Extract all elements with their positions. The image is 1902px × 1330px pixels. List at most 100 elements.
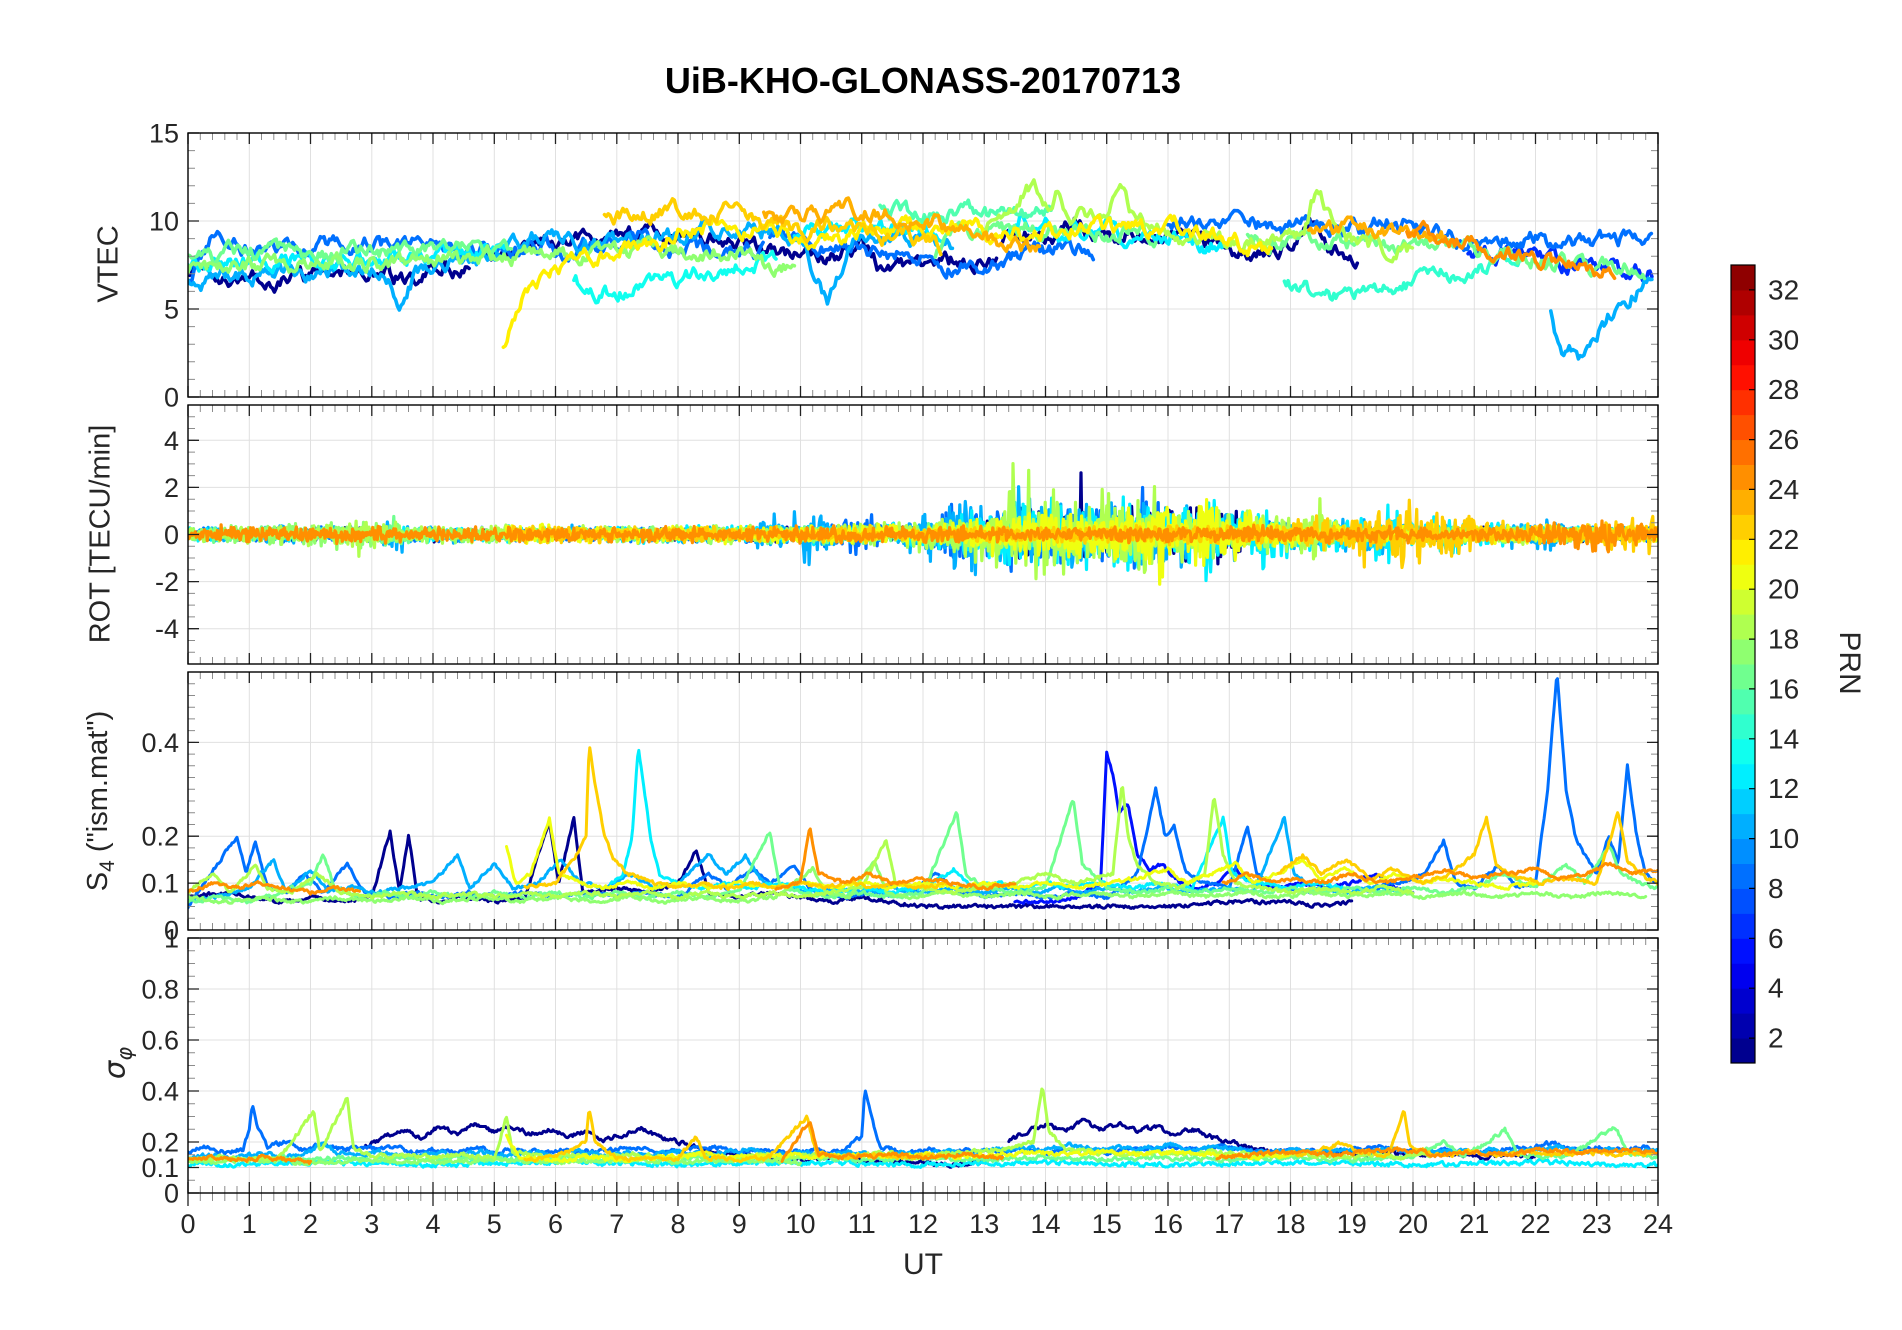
colorbar-band [1731, 988, 1755, 1014]
grid-lines [188, 938, 1658, 1193]
minor-ticks [188, 937, 1658, 1201]
panel-sigma: 00.10.2 0.4 0.6 0.8 1 [141, 924, 1659, 1209]
series-group-sigma [188, 1087, 1658, 1169]
series-prn-16 [188, 237, 514, 266]
colorbar-band [1731, 913, 1755, 939]
colorbar-tick-label: 10 [1768, 823, 1799, 854]
colorbar-tick-label: 16 [1768, 673, 1799, 704]
ytick-label-rot: 4 [164, 426, 179, 456]
xtick-label: 6 [548, 1209, 563, 1239]
series-prn-18 [188, 1087, 1433, 1163]
colorbar-tick-label: 20 [1768, 574, 1799, 605]
ytick-label-sigma: 1 [164, 924, 179, 954]
colorbar-band [1731, 489, 1755, 515]
xtick-label: 8 [670, 1209, 685, 1239]
ytick-label-sigma: 0.2 [141, 1128, 179, 1158]
series-prn-22 [602, 197, 943, 257]
series-prn-24 [188, 880, 361, 896]
colorbar-tick-label: 18 [1768, 624, 1799, 655]
xtick-label: 9 [732, 1209, 747, 1239]
colorbar-band [1731, 539, 1755, 565]
ytick-label-rot: -4 [155, 614, 179, 644]
ylabel-vtec: VTEC [92, 225, 125, 303]
series-prn-22 [523, 746, 949, 891]
colorbar-band [1731, 688, 1755, 715]
axes-box [187, 132, 1659, 398]
colorbar-band [1731, 564, 1755, 590]
series-prn-24 [1215, 1146, 1658, 1161]
xtick-label: 1 [242, 1209, 257, 1239]
series-prn-16 [1245, 229, 1647, 281]
minor-ticks [188, 404, 1658, 665]
series-prn-8 [768, 227, 1096, 280]
colorbar-tick-label: 2 [1768, 1023, 1784, 1054]
colorbar-band [1731, 364, 1755, 391]
colorbar-label-prn: PRN [1833, 631, 1866, 695]
sigma-label-base: σ [97, 1060, 132, 1080]
series-prn-23 [1307, 215, 1451, 245]
xtick-label: 13 [969, 1209, 999, 1239]
s4-label-rest: ("ism.mat") [82, 710, 115, 861]
xtick-label: 3 [364, 1209, 379, 1239]
series-prn-24 [1221, 861, 1658, 885]
colorbar-band [1731, 464, 1755, 490]
series-prn-14 [1282, 250, 1526, 302]
xlabel-ut: UT [903, 1248, 943, 1281]
s4-label-base: S [82, 871, 115, 892]
xtick-label: 7 [609, 1209, 624, 1239]
ytick-label-vtec: 10 [149, 207, 179, 237]
series-prn-17 [188, 235, 797, 278]
s4-label-sub: 4 [95, 860, 119, 872]
x-axis-labels: 0 1 2 3 4 5 6 7 8 9 10 11 12 13 14 15 16 17 18 19 20 21 22 23 24 [180, 1209, 1673, 1239]
series-prn-24 [1405, 219, 1617, 280]
colorbar-band [1731, 738, 1755, 765]
axes-box [187, 671, 1659, 931]
xtick-label: 0 [180, 1209, 195, 1239]
ytick-label-sigma: 0.4 [141, 1077, 179, 1107]
xtick-label: 21 [1459, 1209, 1489, 1239]
colorbar-tick-label: 32 [1768, 274, 1799, 305]
colorbar-band [1731, 838, 1755, 864]
series-prn-16 [188, 800, 1658, 905]
colorbar-band [1731, 339, 1755, 366]
series-prn-10 [188, 215, 955, 312]
xtick-label: 16 [1153, 1209, 1183, 1239]
ylabel-sigma-phi: σφ [98, 1047, 137, 1079]
colorbar-band [1731, 265, 1755, 291]
colorbar-band [1731, 589, 1755, 615]
xtick-label: 4 [425, 1209, 440, 1239]
ytick-label-s4: 0.4 [141, 728, 179, 758]
xtick-label: 14 [1030, 1209, 1060, 1239]
xtick-label: 24 [1643, 1209, 1673, 1239]
xtick-label: 19 [1337, 1209, 1367, 1239]
xtick-label: 10 [785, 1209, 815, 1239]
panel-s4: 0 0.1 0.2 0.4 [141, 671, 1659, 946]
colorbar-band [1731, 439, 1755, 465]
xtick-label: 23 [1582, 1209, 1612, 1239]
colorbar-band [1731, 514, 1755, 540]
xtick-label: 15 [1092, 1209, 1122, 1239]
ytick-label-sigma: 0 [164, 1179, 179, 1209]
series-prn-22 [511, 498, 1658, 570]
colorbar-tick-label: 24 [1768, 474, 1799, 505]
colorbar-band [1731, 938, 1755, 964]
series-group-vtec [188, 178, 1654, 361]
colorbar-band [1731, 314, 1755, 341]
ytick-label-vtec: 0 [164, 383, 179, 413]
colorbar-band [1731, 639, 1755, 665]
series-group-s4 [188, 677, 1658, 910]
colorbar-band [1731, 713, 1755, 740]
colorbar-band [1731, 414, 1755, 441]
ytick-label-rot: 0 [164, 520, 179, 550]
series-group-rot [188, 462, 1658, 586]
xtick-label: 18 [1275, 1209, 1305, 1239]
colorbar-band [1731, 389, 1755, 416]
colorbar-band [1731, 289, 1755, 316]
panel-vtec: 0 5 10 15 [149, 119, 1659, 413]
ytick-label-sigma: 0.8 [141, 975, 179, 1005]
ytick-label-rot: 2 [164, 473, 179, 503]
colorbar-tick-label: 14 [1768, 723, 1799, 754]
colorbar-tick-label: 30 [1768, 324, 1799, 355]
